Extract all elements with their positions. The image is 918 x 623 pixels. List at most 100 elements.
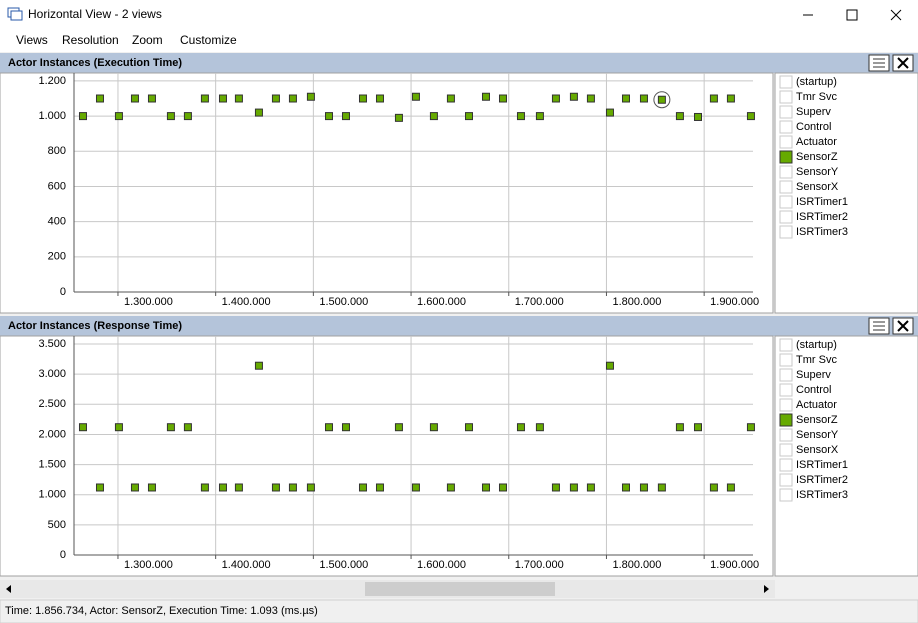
legend-checkbox[interactable] bbox=[779, 120, 793, 134]
window-buttons[interactable] bbox=[803, 9, 902, 21]
legend-checkbox[interactable] bbox=[779, 210, 793, 224]
legend-checkbox[interactable] bbox=[779, 338, 793, 352]
legend-checkbox[interactable] bbox=[779, 225, 793, 239]
point bbox=[446, 483, 455, 492]
legend-checkbox[interactable] bbox=[779, 353, 793, 367]
x-tick-label: 1.700.000 bbox=[515, 296, 564, 308]
legend-checkbox[interactable] bbox=[779, 135, 793, 149]
x-tick-label: 1.500.000 bbox=[319, 559, 368, 571]
point bbox=[183, 112, 192, 121]
point bbox=[586, 483, 595, 492]
y-tick-label: 0 bbox=[60, 286, 66, 298]
legend-label: ISRTimer3 bbox=[796, 226, 848, 238]
x-tick-label: 1.300.000 bbox=[124, 296, 173, 308]
y-tick-label: 500 bbox=[48, 519, 66, 531]
point bbox=[324, 423, 333, 432]
legend-checkbox[interactable] bbox=[779, 428, 793, 442]
legend-label: Superv bbox=[796, 106, 831, 118]
point bbox=[271, 94, 280, 103]
legend-checkbox[interactable] bbox=[779, 150, 793, 164]
point bbox=[551, 94, 560, 103]
point bbox=[254, 108, 263, 117]
point bbox=[271, 483, 280, 492]
point bbox=[375, 483, 384, 492]
legend-label: Control bbox=[796, 121, 831, 133]
menu-item[interactable]: Zoom bbox=[132, 33, 163, 47]
legend-checkbox[interactable] bbox=[779, 368, 793, 382]
x-tick-label: 1.600.000 bbox=[417, 559, 466, 571]
menu-item[interactable]: Customize bbox=[180, 33, 237, 47]
point bbox=[394, 113, 403, 122]
point bbox=[114, 423, 123, 432]
point bbox=[78, 423, 87, 432]
point bbox=[657, 95, 666, 104]
point bbox=[551, 483, 560, 492]
y-tick-label: 2.500 bbox=[38, 398, 66, 410]
point bbox=[498, 94, 507, 103]
legend-label: ISRTimer1 bbox=[796, 196, 848, 208]
point bbox=[464, 112, 473, 121]
point bbox=[114, 112, 123, 121]
x-tick-label: 1.500.000 bbox=[319, 296, 368, 308]
highlight-ring bbox=[653, 91, 671, 109]
legend-label: Control bbox=[796, 384, 831, 396]
legend-label: SensorX bbox=[796, 444, 839, 456]
h-scrollbar[interactable] bbox=[0, 580, 775, 598]
legend-checkbox[interactable] bbox=[779, 383, 793, 397]
point bbox=[166, 112, 175, 121]
legend-checkbox[interactable] bbox=[779, 488, 793, 502]
legend-checkbox[interactable] bbox=[779, 75, 793, 89]
point bbox=[657, 483, 666, 492]
x-tick-label: 1.900.000 bbox=[710, 559, 759, 571]
legend-checkbox[interactable] bbox=[779, 398, 793, 412]
point bbox=[95, 483, 104, 492]
point bbox=[183, 423, 192, 432]
y-tick-label: 1.000 bbox=[38, 110, 66, 122]
point bbox=[130, 94, 139, 103]
legend-checkbox[interactable] bbox=[779, 458, 793, 472]
point bbox=[535, 112, 544, 121]
point bbox=[726, 483, 735, 492]
legend-label: Superv bbox=[796, 369, 831, 381]
menu-item[interactable]: Views bbox=[16, 33, 48, 47]
point bbox=[621, 483, 630, 492]
point bbox=[341, 112, 350, 121]
legend-checkbox[interactable] bbox=[779, 90, 793, 104]
y-tick-label: 1.000 bbox=[38, 489, 66, 501]
charts: Actor Instances (Execution Time) 0 200 400 6… bbox=[0, 53, 918, 577]
legend-checkbox[interactable] bbox=[779, 195, 793, 209]
legend-checkbox[interactable] bbox=[779, 443, 793, 457]
chart-area bbox=[0, 335, 774, 577]
point bbox=[709, 94, 718, 103]
legend-checkbox[interactable] bbox=[779, 105, 793, 119]
legend-checkbox[interactable] bbox=[779, 165, 793, 179]
legend-checkbox[interactable] bbox=[779, 473, 793, 487]
x-tick-label: 1.400.000 bbox=[222, 296, 271, 308]
point bbox=[234, 483, 243, 492]
legend-label: Tmr Svc bbox=[796, 91, 837, 103]
legend-label: ISRTimer1 bbox=[796, 459, 848, 471]
y-tick-label: 3.000 bbox=[38, 368, 66, 380]
point bbox=[218, 94, 227, 103]
point bbox=[306, 483, 315, 492]
chart-area bbox=[0, 72, 774, 314]
y-tick-label: 1.200 bbox=[38, 75, 66, 87]
point bbox=[288, 483, 297, 492]
legend-checkbox[interactable] bbox=[779, 180, 793, 194]
point bbox=[411, 92, 420, 101]
x-tick-label: 1.300.000 bbox=[124, 559, 173, 571]
point bbox=[254, 361, 263, 370]
point bbox=[429, 423, 438, 432]
point bbox=[375, 94, 384, 103]
legend-label: SensorY bbox=[796, 429, 839, 441]
y-tick-label: 1.500 bbox=[38, 458, 66, 470]
menu-item[interactable]: Resolution bbox=[62, 33, 119, 47]
legend-area bbox=[774, 335, 918, 577]
legend-label: ISRTimer2 bbox=[796, 211, 848, 223]
x-tick-label: 1.600.000 bbox=[417, 296, 466, 308]
point bbox=[358, 94, 367, 103]
legend-label: SensorY bbox=[796, 166, 839, 178]
legend-checkbox[interactable] bbox=[779, 413, 793, 427]
y-tick-label: 3.500 bbox=[38, 338, 66, 350]
